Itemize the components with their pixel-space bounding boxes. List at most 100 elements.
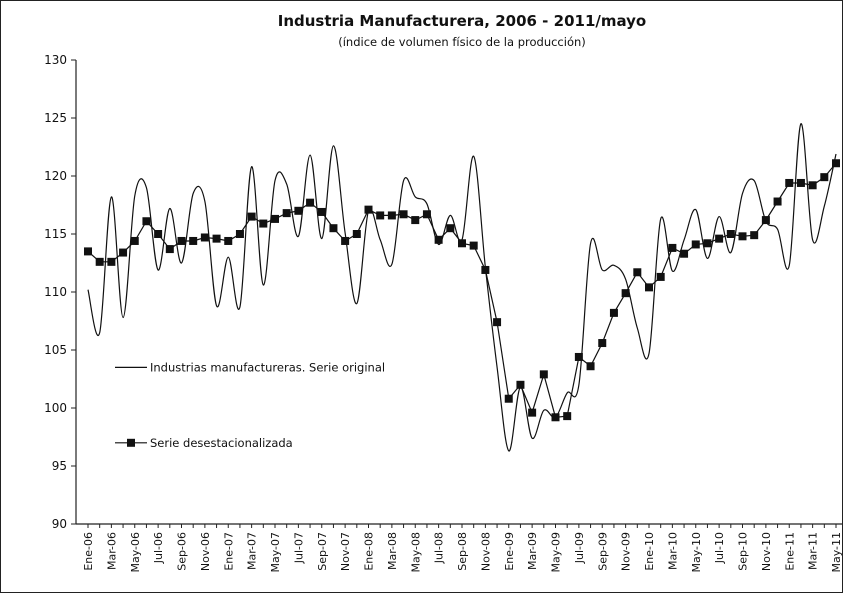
x-tick-label: Sep-10: [737, 532, 750, 571]
data-point: [119, 248, 128, 257]
data-point: [551, 413, 560, 422]
data-point: [539, 370, 548, 379]
data-point: [107, 257, 116, 266]
data-point: [820, 173, 829, 182]
data-point: [516, 380, 525, 389]
data-point: [528, 408, 537, 417]
data-point: [715, 234, 724, 243]
x-tick-label: Sep-08: [456, 532, 469, 571]
x-tick-label: Jul-09: [573, 532, 586, 564]
data-point: [376, 211, 385, 220]
data-point: [200, 233, 209, 242]
x-tick-label: Sep-06: [176, 532, 189, 571]
data-point: [738, 232, 747, 241]
y-ticks: 90 95 100 105 110 115 120 125 130: [44, 53, 76, 531]
data-point: [341, 236, 350, 245]
data-point: [481, 265, 490, 274]
x-tick-label: Ene-10: [643, 532, 656, 571]
data-point: [224, 236, 233, 245]
data-point: [469, 241, 478, 250]
x-tick-label: Nov-09: [620, 532, 633, 571]
x-tick-label: Mar-09: [526, 532, 539, 570]
data-point: [808, 181, 817, 190]
x-tick-label: May-11: [830, 532, 843, 573]
data-point: [434, 235, 443, 244]
x-tick-label: Nov-08: [479, 532, 492, 571]
data-point: [656, 272, 665, 281]
data-point: [294, 206, 303, 215]
x-tick-label: Ene-06: [82, 532, 95, 571]
x-ticks: Ene-06 Mar-06 May-06 Jul-06 Sep-06 Nov-06 Ene-…: [82, 524, 843, 573]
data-point: [563, 412, 572, 421]
data-point: [785, 178, 794, 187]
x-tick-label: Nov-06: [199, 532, 212, 571]
data-point: [411, 216, 420, 225]
data-point: [726, 230, 735, 238]
data-point: [493, 318, 502, 327]
x-tick-label: Nov-10: [760, 532, 773, 571]
data-point: [95, 257, 104, 266]
data-point: [691, 240, 700, 249]
data-point: [329, 224, 338, 233]
x-tick-label: Jul-07: [292, 532, 305, 564]
data-point: [750, 231, 759, 240]
legend-label-original: Industrias manufactureras. Serie origina…: [150, 360, 385, 374]
data-point: [574, 352, 583, 361]
data-point: [504, 394, 513, 403]
data-point: [165, 245, 174, 254]
x-tick-label: Sep-07: [316, 532, 329, 571]
data-point: [645, 283, 653, 292]
y-tick-label: 120: [44, 169, 67, 183]
x-tick-label: May-10: [690, 532, 703, 573]
data-point: [259, 219, 268, 228]
data-point: [598, 339, 607, 348]
x-tick-label: Mar-11: [807, 532, 820, 570]
data-point: [317, 207, 326, 216]
data-point: [458, 239, 466, 248]
data-point: [609, 308, 618, 317]
data-point: [832, 159, 840, 168]
series-layer: [84, 123, 840, 452]
data-point: [282, 209, 291, 218]
x-tick-label: Sep-09: [596, 532, 609, 571]
x-tick-label: Mar-10: [666, 532, 679, 570]
x-tick-label: Jul-08: [433, 532, 446, 564]
data-point: [399, 210, 408, 219]
y-tick-label: 110: [44, 285, 67, 299]
data-point: [189, 236, 198, 245]
data-point: [633, 268, 642, 277]
y-tick-label: 130: [44, 53, 67, 67]
x-tick-label: Jul-06: [152, 532, 165, 564]
data-point: [235, 230, 244, 238]
y-tick-label: 95: [52, 459, 67, 473]
x-tick-label: Nov-07: [339, 532, 352, 571]
data-point: [142, 217, 151, 226]
data-point: [177, 236, 186, 245]
x-tick-label: Mar-08: [386, 532, 399, 570]
x-tick-label: Mar-07: [246, 532, 259, 570]
x-tick-label: May-09: [550, 532, 563, 573]
x-tick-label: Ene-11: [783, 532, 796, 571]
x-tick-label: Jul-10: [713, 532, 726, 564]
x-tick-label: Ene-09: [503, 532, 516, 571]
y-tick-label: 105: [44, 343, 67, 357]
data-point: [84, 247, 92, 256]
y-tick-label: 90: [52, 517, 67, 531]
data-point: [703, 239, 712, 248]
x-tick-label: Ene-08: [363, 532, 376, 571]
data-point: [586, 362, 595, 371]
data-point: [761, 216, 770, 225]
data-point: [212, 234, 221, 243]
x-tick-label: Mar-06: [105, 532, 118, 570]
data-point: [247, 212, 256, 221]
data-point: [271, 214, 279, 223]
y-tick-label: 125: [44, 111, 67, 125]
legend-label-adjusted: Serie desestacionalizada: [150, 436, 293, 450]
chart-subtitle: (índice de volumen físico de la producci…: [338, 35, 586, 49]
data-point: [130, 236, 139, 245]
data-point: [422, 210, 431, 219]
data-point: [680, 249, 689, 258]
data-point: [306, 198, 315, 207]
